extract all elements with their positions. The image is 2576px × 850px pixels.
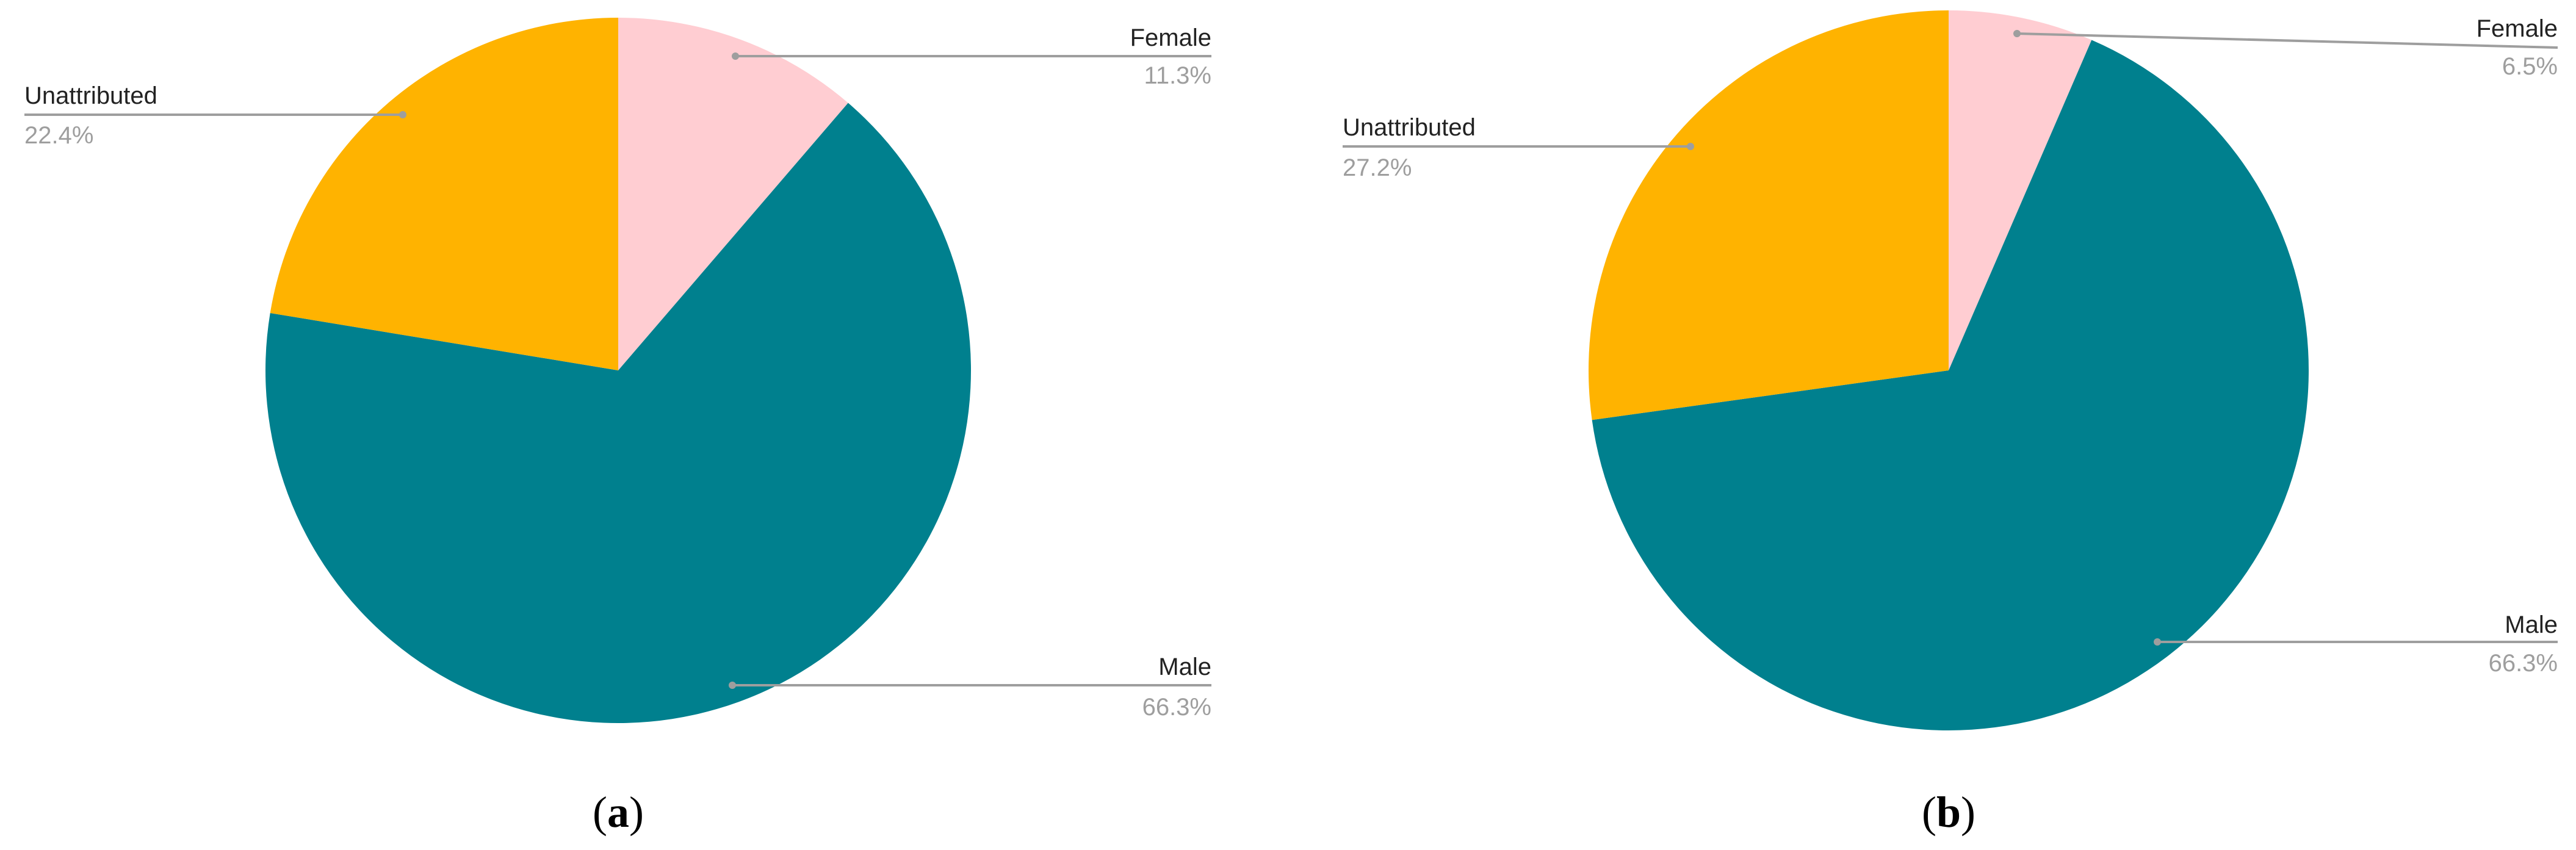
- pie-slice-female: [1949, 10, 2092, 370]
- panel-letter: b: [1936, 788, 1961, 837]
- pie-slice-male: [1592, 40, 2309, 730]
- leader-line-female: [2016, 32, 2558, 49]
- slice-percent-unattributed: 22.4%: [24, 122, 93, 149]
- panel-caption-a: (a): [593, 788, 644, 837]
- slice-percent-female: 6.5%: [2502, 53, 2558, 80]
- pie-slice-male: [265, 103, 972, 724]
- slice-name-female: Female: [2477, 15, 2558, 42]
- leader-dot-male: [2154, 638, 2161, 646]
- slice-percent-male: 66.3%: [1142, 694, 1211, 721]
- pie-chart-b: Female 6.5% Male 66.3% Unattributed 27.2% (b): [1343, 10, 2558, 837]
- panel-caption-b: (b): [1922, 788, 1975, 837]
- pie-slice-unattributed: [1589, 10, 1949, 420]
- leader-dot-female: [2013, 30, 2021, 37]
- leader-dot-male: [729, 682, 736, 689]
- pie-chart-a: Female 11.3% Male 66.3% Unattributed 22.4% (a): [24, 18, 1211, 837]
- panel-letter: a: [607, 788, 629, 837]
- leader-dot-female: [732, 52, 739, 60]
- slice-percent-unattributed: 27.2%: [1343, 154, 1412, 181]
- slice-name-unattributed: Unattributed: [24, 82, 157, 109]
- slice-name-unattributed: Unattributed: [1343, 114, 1476, 141]
- slice-percent-male: 66.3%: [2489, 650, 2558, 677]
- slice-name-male: Male: [1158, 654, 1211, 680]
- pie-slice-unattributed: [270, 18, 618, 370]
- slice-name-female: Female: [1130, 24, 1211, 51]
- pie-slice-female: [618, 18, 848, 370]
- slice-name-male: Male: [2505, 611, 2558, 638]
- leader-dot-unattributed: [399, 111, 406, 118]
- slice-percent-female: 11.3%: [1144, 62, 1211, 89]
- leader-dot-unattributed: [1687, 143, 1694, 150]
